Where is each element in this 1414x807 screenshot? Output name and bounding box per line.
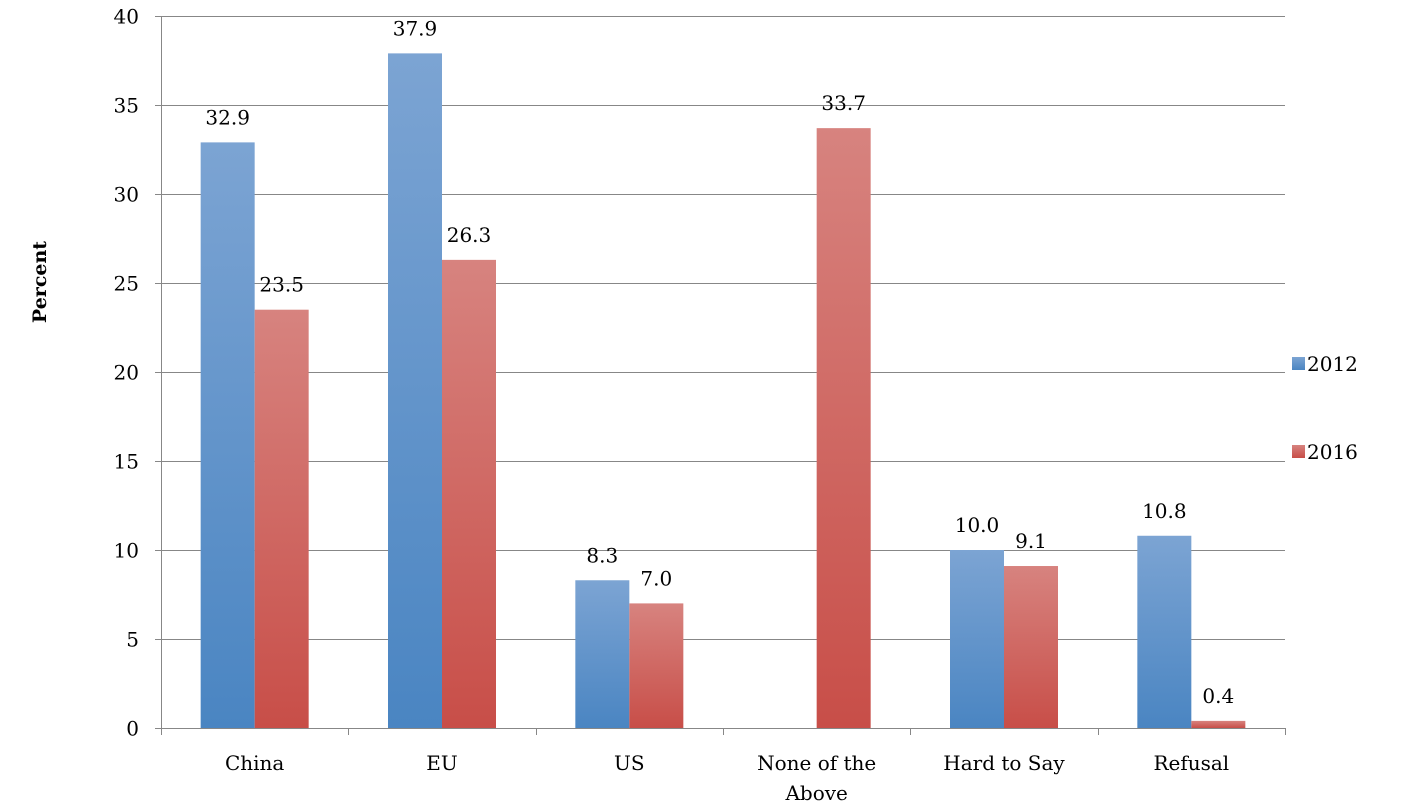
legend-swatch-2012 [1292,357,1305,370]
gridlines [161,16,1285,640]
x-tick-label: Hard to Say [943,751,1065,775]
y-tick-label: 0 [126,717,139,741]
labels: 0 5 10 15 20 25 30 35 40 32.9 23.5 China 37.9 26.3 EU 8… [114,5,1235,806]
x-tick-label: China [225,751,284,775]
legend-label-2012: 2012 [1307,352,1358,376]
y-tick-label: 30 [114,183,139,207]
y-tick-label: 15 [114,450,139,474]
bar-2012-5 [1137,535,1192,728]
x-tick-label: US [614,751,645,775]
data-label: 33.7 [821,91,866,115]
data-label: 8.3 [586,543,618,567]
bar-2016-3 [816,128,871,728]
bar-2012-2 [575,580,630,728]
x-tick-label: None of the [757,751,876,775]
y-axis-title: Percent [29,241,51,323]
data-label: 10.8 [1142,499,1187,523]
legend: 2012 2016 [1292,352,1358,464]
axes [155,16,1286,735]
bar-2016-5 [1191,720,1246,728]
bars [200,53,1246,728]
y-tick-label: 10 [114,539,139,563]
data-label: 26.3 [447,223,492,247]
bar-2016-1 [442,259,496,728]
data-label: 32.9 [205,105,250,129]
legend-swatch-2016 [1292,445,1305,458]
y-tick-label: 5 [126,628,139,652]
y-tick-label: 40 [114,5,139,29]
y-tick-label: 25 [114,272,139,296]
data-label: 9.1 [1015,529,1047,553]
data-label: 7.0 [640,566,672,590]
bar-2016-0 [254,309,309,728]
legend-label-2016: 2016 [1307,440,1358,464]
x-tick-label: Refusal [1153,751,1229,775]
bar-2016-4 [1004,566,1058,728]
data-label: 10.0 [955,513,1000,537]
data-label: 37.9 [393,16,438,40]
y-tick-label: 20 [114,361,139,385]
x-tick-label: EU [426,751,457,775]
y-tick-label: 35 [114,94,139,118]
bar-2012-0 [200,142,255,728]
data-label: 0.4 [1202,684,1234,708]
x-tick-label: Above [784,781,847,805]
data-label: 23.5 [259,273,304,297]
bar-2016-2 [629,603,684,728]
bar-2012-1 [388,53,442,728]
bar-2012-4 [950,550,1004,728]
